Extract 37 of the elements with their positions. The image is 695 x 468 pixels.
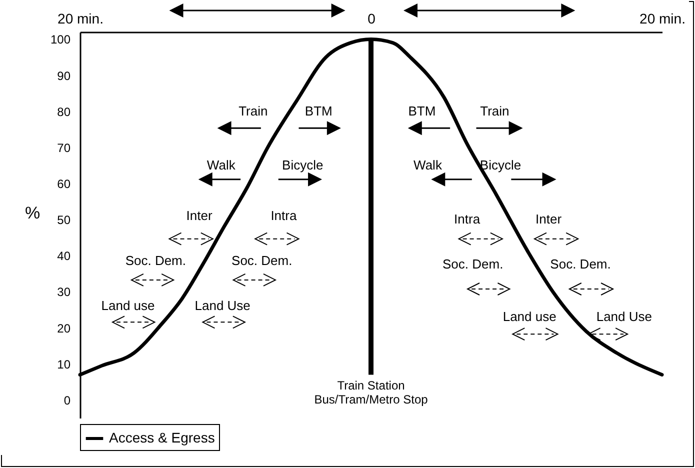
y-tick-label: 40 <box>57 249 71 264</box>
annotation: Intra <box>270 208 298 223</box>
x-tick-label: 0 <box>368 10 376 26</box>
y-tick-label: 0 <box>64 393 71 408</box>
annotation: Land Use <box>194 298 250 314</box>
annotation: BTM <box>408 103 436 118</box>
annotation: Bicycle <box>480 157 522 172</box>
y-axis-title: % <box>24 204 40 222</box>
y-tick-label: 80 <box>57 104 71 119</box>
annotation: Land Use <box>596 308 652 324</box>
y-tick-label: 20 <box>57 321 71 336</box>
annotation: Train <box>238 103 268 118</box>
y-tick-label: 100 <box>50 32 71 47</box>
annotation: BTM <box>304 103 332 118</box>
annotation: Soc. Dem. <box>550 256 611 272</box>
annotation: Land use <box>101 298 155 314</box>
annotation: Bicycle <box>282 157 324 172</box>
x-tick-label: 20 min. <box>640 10 686 26</box>
annotation: Inter <box>536 212 562 227</box>
annotation: Intra <box>454 212 481 227</box>
y-tick-label: 70 <box>57 140 71 155</box>
y-tick-label: 90 <box>57 68 71 83</box>
y-tick-label: 50 <box>57 213 71 228</box>
annotation: Land use <box>502 308 556 324</box>
x-tick-label: 20 min. <box>58 10 104 26</box>
ref-line-label: Train Station Bus/Tram/Metro Stop <box>314 378 428 407</box>
annotation: Train <box>480 103 510 118</box>
y-tick-label: 30 <box>57 285 71 300</box>
y-tick-label: 60 <box>57 177 71 192</box>
legend-label: Access & Egress <box>109 430 215 446</box>
annotation: Inter <box>186 208 213 223</box>
annotation: Soc. Dem. <box>232 253 292 268</box>
annotation: Walk <box>206 157 236 172</box>
annotation: Soc. Dem. <box>125 253 186 268</box>
annotation: Walk <box>414 157 442 172</box>
y-tick-label: 10 <box>57 357 71 372</box>
annotation: Soc. Dem. <box>442 256 504 272</box>
